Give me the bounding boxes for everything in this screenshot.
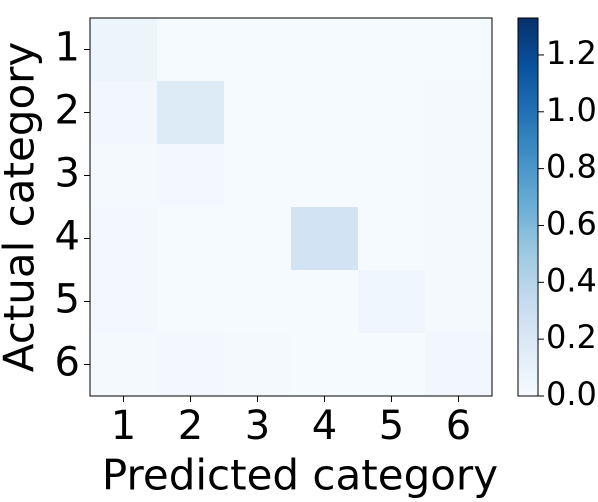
cell bbox=[224, 144, 292, 208]
y-tick-label: 6 bbox=[55, 340, 80, 386]
y-axis-label: Actual category bbox=[0, 42, 44, 373]
cell bbox=[425, 207, 493, 271]
cell bbox=[90, 18, 158, 82]
cell bbox=[425, 81, 493, 145]
colorbar-tick-label: 0.0 bbox=[546, 375, 597, 413]
cell bbox=[358, 18, 426, 82]
cell bbox=[157, 333, 225, 397]
plot-frame bbox=[89, 17, 493, 397]
cell bbox=[224, 207, 292, 271]
x-tick-label: 4 bbox=[312, 403, 337, 449]
colorbar-tick-label: 0.4 bbox=[546, 261, 597, 299]
y-tick-label: 1 bbox=[55, 25, 80, 71]
cell bbox=[291, 144, 359, 208]
cell bbox=[291, 270, 359, 334]
cell bbox=[425, 18, 493, 82]
y-tick-label: 4 bbox=[55, 214, 80, 260]
x-tick-label: 2 bbox=[178, 403, 203, 449]
cell bbox=[157, 144, 225, 208]
x-tick-label: 3 bbox=[245, 403, 270, 449]
colorbar bbox=[517, 17, 539, 397]
y-tick-label: 2 bbox=[55, 88, 80, 134]
cell bbox=[358, 207, 426, 271]
colorbar-tick-label: 1.2 bbox=[546, 34, 597, 72]
cell bbox=[358, 81, 426, 145]
cell bbox=[291, 18, 359, 82]
cell bbox=[157, 18, 225, 82]
cell bbox=[224, 18, 292, 82]
cell bbox=[224, 333, 292, 397]
x-tick-label: 1 bbox=[111, 403, 136, 449]
cell bbox=[291, 207, 359, 271]
cell bbox=[157, 81, 225, 145]
colorbar-tick-label: 0.2 bbox=[546, 318, 597, 356]
cell bbox=[358, 270, 426, 334]
cell bbox=[157, 207, 225, 271]
cell bbox=[157, 270, 225, 334]
x-axis-label: Predicted category bbox=[102, 451, 498, 500]
cell bbox=[90, 270, 158, 334]
y-tick-label: 3 bbox=[55, 151, 80, 197]
cell bbox=[90, 333, 158, 397]
cell bbox=[291, 333, 359, 397]
cell bbox=[90, 207, 158, 271]
cell bbox=[224, 270, 292, 334]
cell bbox=[90, 144, 158, 208]
x-tick-label: 5 bbox=[379, 403, 404, 449]
cell bbox=[425, 144, 493, 208]
colorbar-tick-label: 1.0 bbox=[546, 91, 597, 129]
cell bbox=[358, 144, 426, 208]
y-tick-label: 5 bbox=[55, 277, 80, 323]
colorbar-tick-label: 0.8 bbox=[546, 148, 597, 186]
colorbar-tick-label: 0.6 bbox=[546, 204, 597, 242]
cell bbox=[425, 333, 493, 397]
x-tick-label: 6 bbox=[446, 403, 471, 449]
cell bbox=[291, 81, 359, 145]
cell bbox=[224, 81, 292, 145]
cell bbox=[425, 270, 493, 334]
cell bbox=[358, 333, 426, 397]
cell bbox=[90, 81, 158, 145]
